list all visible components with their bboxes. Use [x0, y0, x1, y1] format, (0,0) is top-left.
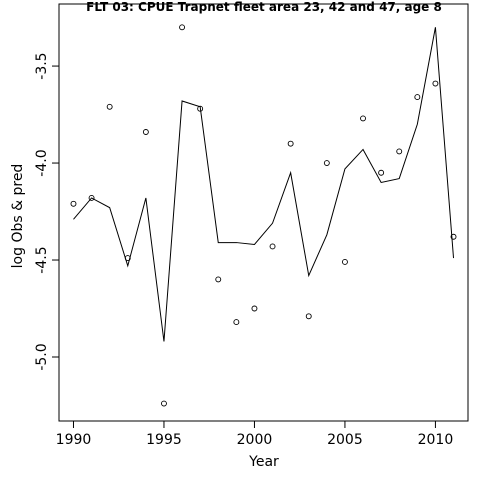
x-axis-label: Year	[248, 454, 279, 470]
observed-point-2005	[341, 259, 348, 265]
observed-point-2004	[323, 160, 330, 166]
y-tick-label-3: -3.5	[34, 52, 50, 79]
series-layer	[70, 24, 457, 407]
predicted-line	[73, 27, 455, 342]
observed-point-1998	[215, 276, 222, 283]
observed-point-1994	[142, 129, 149, 135]
observed-point-2007	[378, 169, 385, 176]
observed-point-1996	[179, 24, 186, 31]
chart-title: FLT 03: CPUE Trapnet fleet area 23, 42 a…	[86, 0, 442, 14]
observed-point-2008	[396, 148, 403, 155]
plot-frame	[58, 3, 469, 422]
x-tick-label-2005: 2005	[327, 432, 363, 448]
observed-point-1995	[161, 400, 167, 407]
observed-point-2006	[360, 115, 366, 122]
y-tick-label-1: -4.5	[34, 246, 50, 273]
observed-point-2003	[305, 313, 312, 320]
x-tick-label-2000: 2000	[237, 432, 273, 448]
observed-point-2000	[251, 305, 258, 312]
x-axis: 1990 1995 2000 2005 2010	[56, 421, 454, 448]
y-axis: -5.0 -4.5 -4.0 -3.5	[34, 52, 59, 371]
y-tick-label-2: -4.0	[34, 149, 50, 176]
y-axis-label: log Obs & pred	[10, 164, 26, 269]
observed-point-2011	[450, 233, 457, 240]
observed-point-1991	[88, 195, 95, 201]
x-tick-label-2010: 2010	[418, 432, 454, 448]
observed-point-1999	[233, 319, 240, 326]
observed-point-2010	[432, 80, 439, 87]
x-tick-label-1990: 1990	[56, 432, 92, 448]
y-tick-label-0: -5.0	[34, 343, 50, 370]
observed-point-2002	[287, 140, 294, 147]
observed-point-1997	[197, 105, 204, 112]
x-tick-label-1995: 1995	[146, 432, 182, 448]
observed-point-1990	[70, 200, 77, 207]
observed-point-1992	[106, 103, 113, 110]
observed-point-2009	[414, 94, 421, 101]
observed-point-2001	[269, 243, 276, 250]
